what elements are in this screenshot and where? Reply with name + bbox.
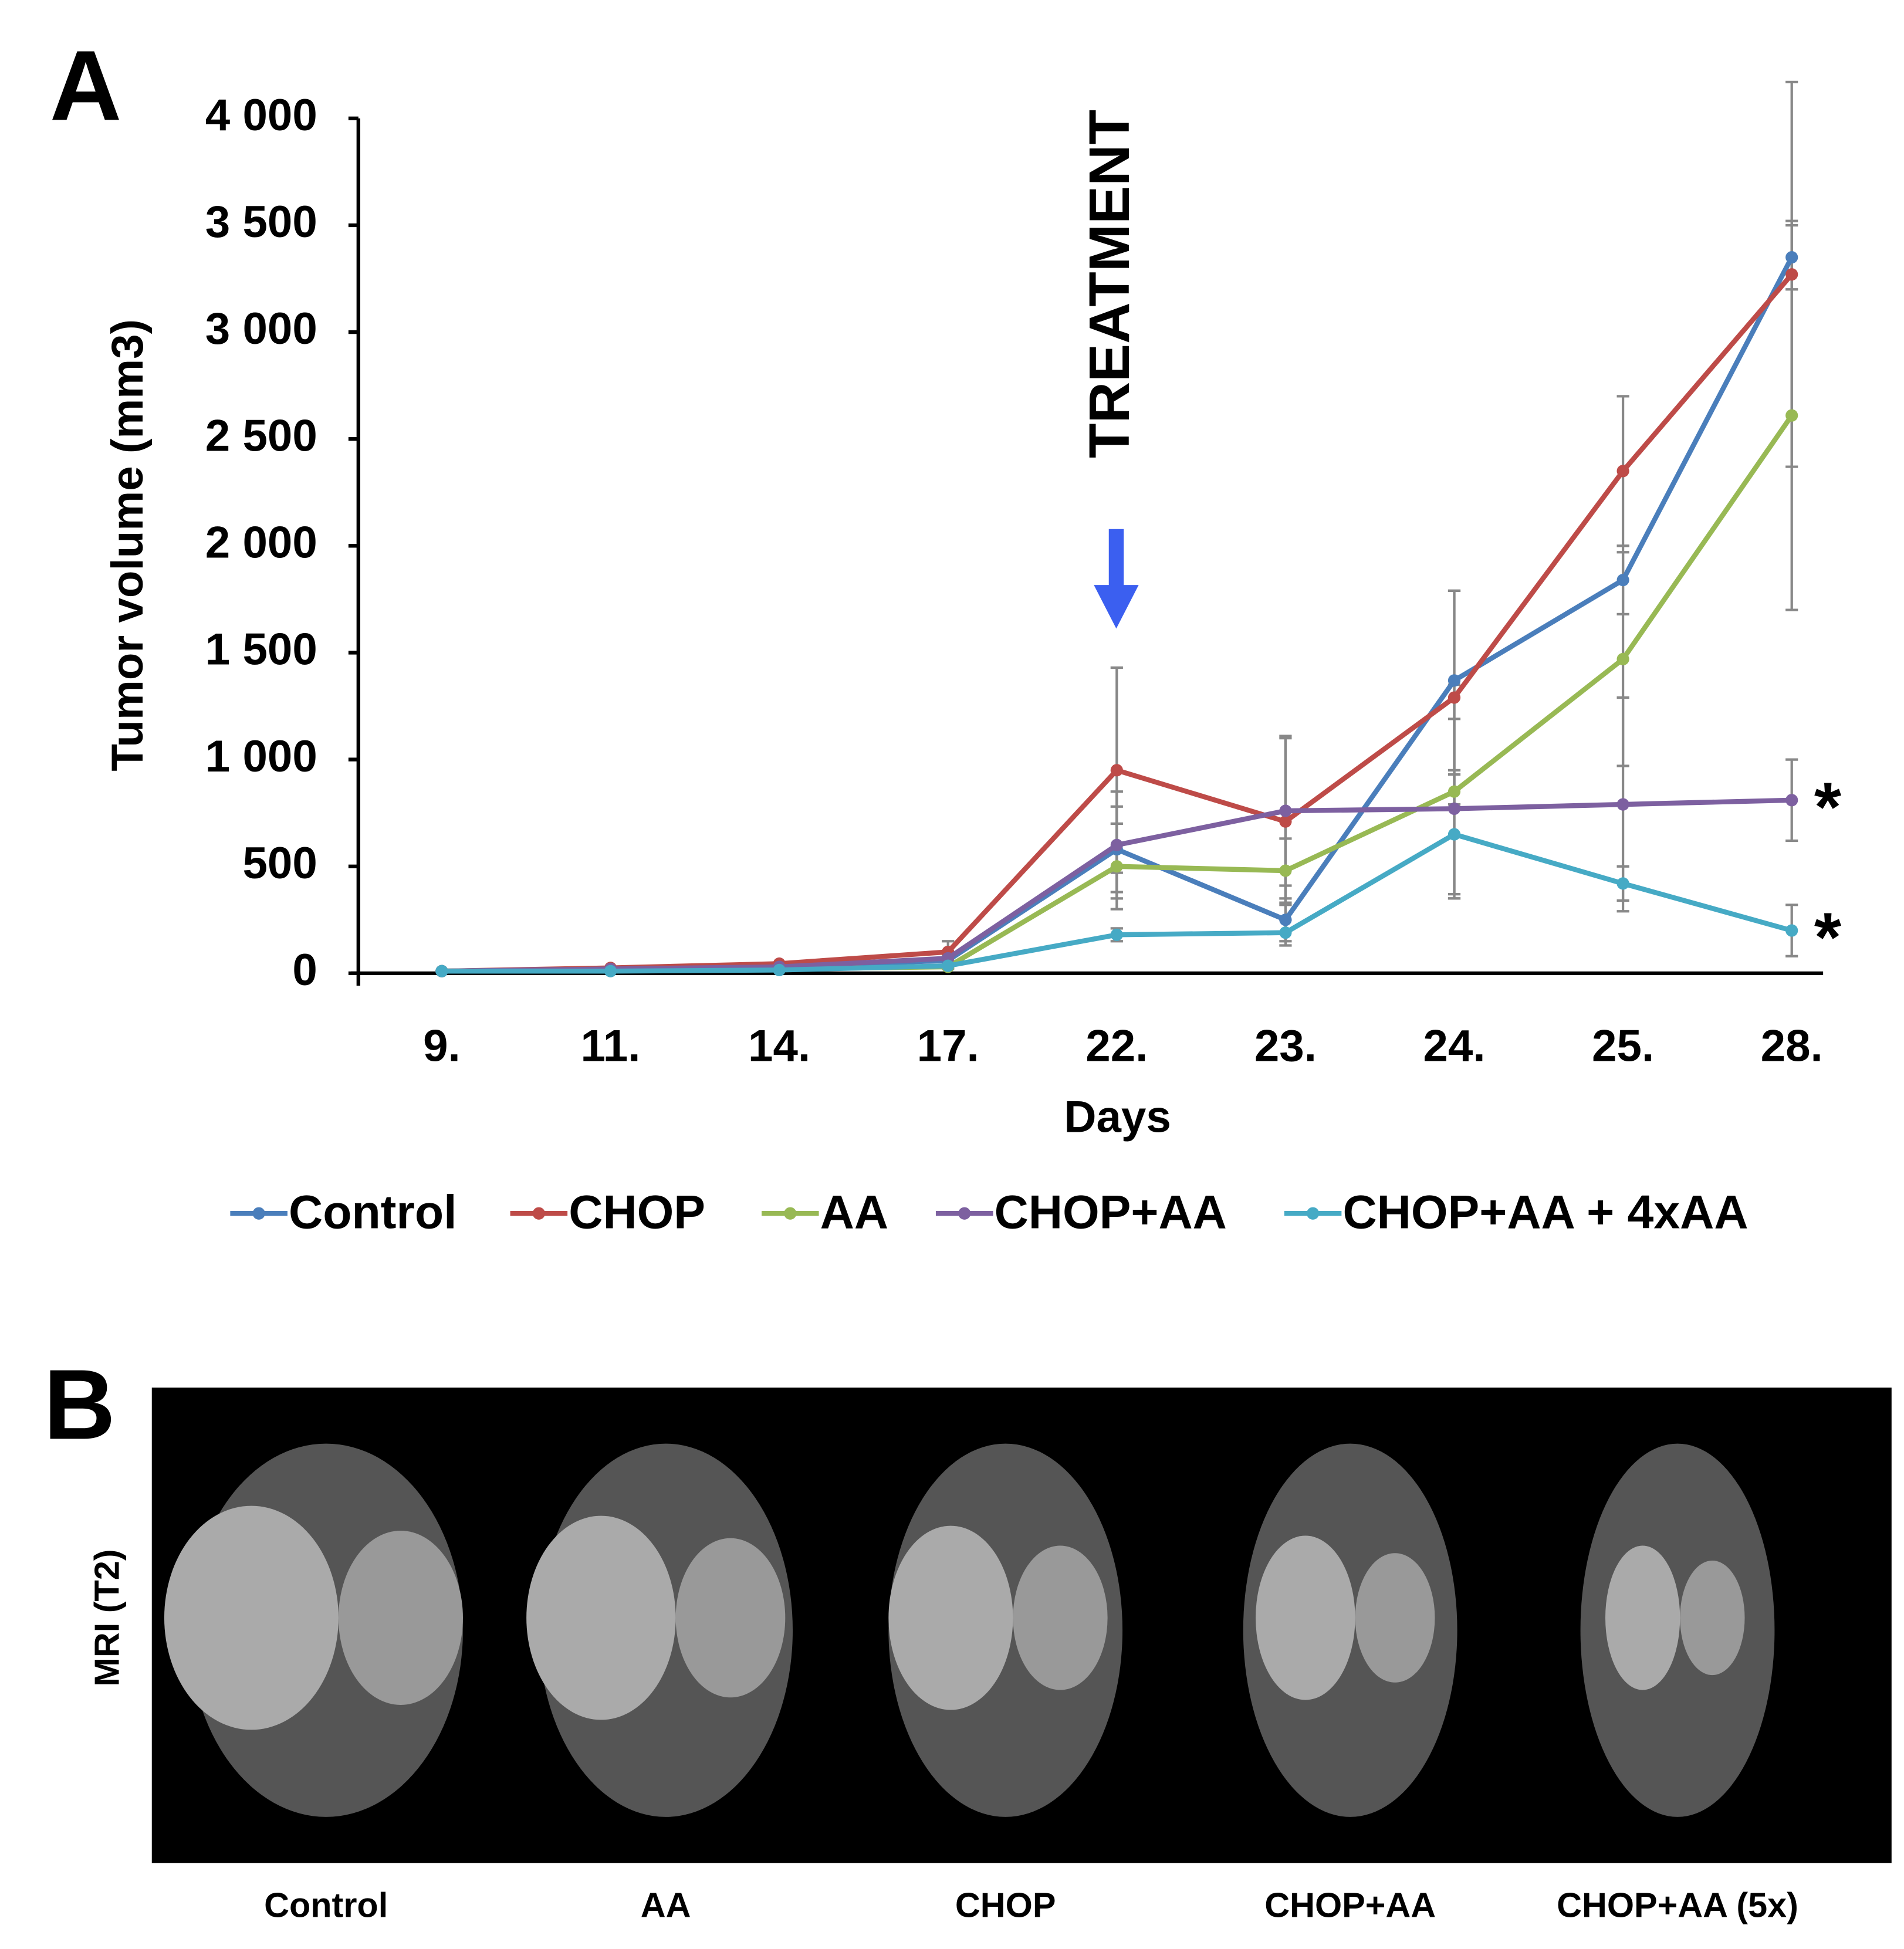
treatment-arrow	[1094, 529, 1139, 629]
data-point	[942, 959, 955, 972]
data-point	[604, 965, 617, 977]
y-tick-label: 4 000	[205, 90, 317, 140]
data-point	[1448, 802, 1461, 815]
x-tick-label: 23.	[1254, 1021, 1317, 1071]
data-point	[1448, 828, 1461, 841]
data-point	[435, 965, 448, 977]
data-point	[1110, 838, 1123, 851]
data-point	[1616, 877, 1629, 890]
mri-tumor	[675, 1538, 786, 1698]
legend-label: AA	[820, 1186, 888, 1239]
mri-column-label: Control	[264, 1885, 388, 1924]
data-point	[1785, 794, 1798, 807]
mri-tumor	[164, 1505, 339, 1730]
data-point	[1279, 913, 1292, 926]
y-axis-title: Tumor volume (mm3)	[103, 319, 153, 772]
mri-tumor	[1680, 1560, 1745, 1676]
y-tick-label: 500	[242, 838, 317, 888]
mri-tumor	[338, 1531, 463, 1705]
mri-tumor	[1256, 1535, 1355, 1700]
data-point	[1279, 864, 1292, 877]
significance-marker: *	[1814, 899, 1842, 977]
data-point	[1616, 798, 1629, 811]
mri-column-label: AA	[641, 1885, 691, 1924]
legend-dot	[784, 1207, 797, 1220]
x-tick-label: 22.	[1085, 1021, 1148, 1071]
y-tick-label: 1 000	[205, 732, 317, 781]
mri-tumor	[526, 1515, 676, 1720]
data-point	[1785, 924, 1798, 937]
data-point	[1785, 409, 1798, 422]
legend-dot	[958, 1207, 971, 1220]
x-tick-label: 25.	[1592, 1021, 1654, 1071]
data-point	[1279, 804, 1292, 817]
x-tick-label: 11.	[581, 1021, 641, 1071]
y-tick-label: 1 500	[205, 625, 317, 675]
y-tick-label: 3 000	[205, 304, 317, 354]
data-point	[1448, 785, 1461, 798]
y-tick-label: 0	[292, 945, 317, 995]
x-tick-label: 17.	[917, 1021, 979, 1071]
mri-tumor	[888, 1525, 1013, 1710]
data-point	[1448, 691, 1461, 704]
x-tick-label: 24.	[1423, 1021, 1485, 1071]
mri-tumor	[1355, 1553, 1435, 1683]
data-point	[1110, 928, 1123, 941]
panel-letter: A	[50, 29, 122, 141]
data-point	[1616, 465, 1629, 478]
data-point	[1785, 251, 1798, 264]
treatment-label: TREATMENT	[1077, 110, 1141, 458]
data-point	[1110, 764, 1123, 777]
x-tick-label: 14.	[748, 1021, 810, 1071]
data-point	[773, 963, 786, 977]
x-tick-label: 9.	[423, 1021, 461, 1071]
data-point	[1448, 674, 1461, 687]
legend-label: CHOP	[569, 1186, 705, 1239]
legend-dot	[532, 1207, 545, 1220]
panel-letter: B	[43, 1348, 116, 1460]
data-point	[1785, 268, 1798, 281]
legend-label: Control	[289, 1186, 456, 1239]
mri-tumor	[1605, 1545, 1680, 1690]
x-axis-title: Days	[1064, 1092, 1171, 1142]
mri-column-label: CHOP+AA (5x)	[1557, 1885, 1798, 1924]
legend-dot	[1306, 1207, 1320, 1220]
mri-column-label: CHOP	[955, 1885, 1056, 1924]
legend-label: CHOP+AA + 4xAA	[1342, 1186, 1748, 1239]
legend-dot	[252, 1207, 265, 1220]
y-tick-label: 2 000	[205, 518, 317, 568]
mri-column-label: CHOP+AA	[1264, 1885, 1436, 1924]
y-tick-label: 2 500	[205, 411, 317, 461]
data-point	[1616, 574, 1629, 587]
significance-marker: *	[1814, 768, 1842, 846]
data-point	[1279, 926, 1292, 939]
data-point	[1110, 860, 1123, 873]
legend-label: CHOP+AA	[995, 1186, 1227, 1239]
data-point	[1279, 815, 1292, 828]
mri-tumor	[1013, 1545, 1108, 1690]
x-tick-label: 28.	[1761, 1021, 1823, 1071]
y-tick-label: 3 500	[205, 197, 317, 247]
data-point	[1616, 652, 1629, 666]
mri-row-label: MRI (T2)	[87, 1549, 126, 1686]
